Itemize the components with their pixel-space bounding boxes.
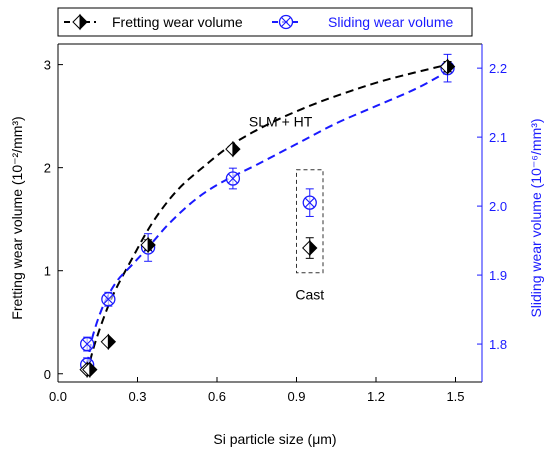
data-marks (79, 53, 456, 378)
y-left-tick-label: 3 (44, 58, 51, 73)
annotation-slm-ht: SLM + HT (249, 113, 313, 129)
annotations: SLM + HT Cast (249, 113, 324, 302)
fretting-point (439, 58, 456, 75)
x-tick-label: 1.5 (446, 389, 464, 404)
y-right-tick-label: 1.9 (489, 268, 507, 283)
legend-sliding-circle (278, 14, 294, 30)
y-right-tick-label: 1.8 (489, 337, 507, 352)
y-left-tick-label: 2 (44, 161, 51, 176)
y-left-tick-label: 0 (44, 367, 51, 382)
x-axis-label: Si particle size (μm) (213, 431, 336, 447)
plot-axes: 0.0 0.3 0.6 0.9 1.2 1.5 0 1 2 3 1.8 1.9 2.0 2.1 2.2 (44, 43, 507, 404)
x-tick-label: 0.6 (208, 389, 226, 404)
legend-frame (57, 7, 473, 37)
y-right-tick-label: 2.2 (489, 61, 507, 76)
x-tick-label: 0.3 (128, 389, 146, 404)
y-right-tick-label: 2.1 (489, 130, 507, 145)
sliding-point (80, 336, 95, 352)
legend-fretting-label: Fretting wear volume (112, 14, 243, 30)
annotation-cast: Cast (295, 287, 324, 303)
legend-sliding-marker (278, 14, 294, 30)
legend: Fretting wear volume Sliding wear volume (57, 7, 473, 37)
fretting-point (100, 333, 117, 351)
sliding-point (101, 292, 116, 307)
y-left-axis-label: Fretting wear volume (10⁻²/mm³) (9, 116, 25, 319)
fretting-point (82, 361, 98, 378)
legend-sliding-label: Sliding wear volume (328, 14, 453, 30)
y-right-tick-label: 2.0 (489, 199, 507, 214)
y-right-axis-label: Sliding wear volume (10⁻⁶/mm³) (528, 118, 544, 317)
x-tick-label: 0.0 (49, 389, 67, 404)
fretting-point (140, 236, 156, 254)
cast-fretting-point (302, 239, 318, 257)
cast-sliding-point (302, 195, 317, 210)
sliding-point (225, 171, 241, 186)
fretting-fit-curve (86, 63, 448, 375)
legend-fretting-diamond (72, 13, 88, 31)
y-left-tick-label: 1 (44, 264, 51, 279)
fretting-point (225, 140, 241, 158)
x-tick-label: 1.2 (367, 389, 385, 404)
fit-curves (86, 63, 449, 375)
legend-fretting-marker (72, 13, 88, 31)
x-tick-label: 0.9 (287, 389, 305, 404)
cast-box (296, 169, 324, 274)
